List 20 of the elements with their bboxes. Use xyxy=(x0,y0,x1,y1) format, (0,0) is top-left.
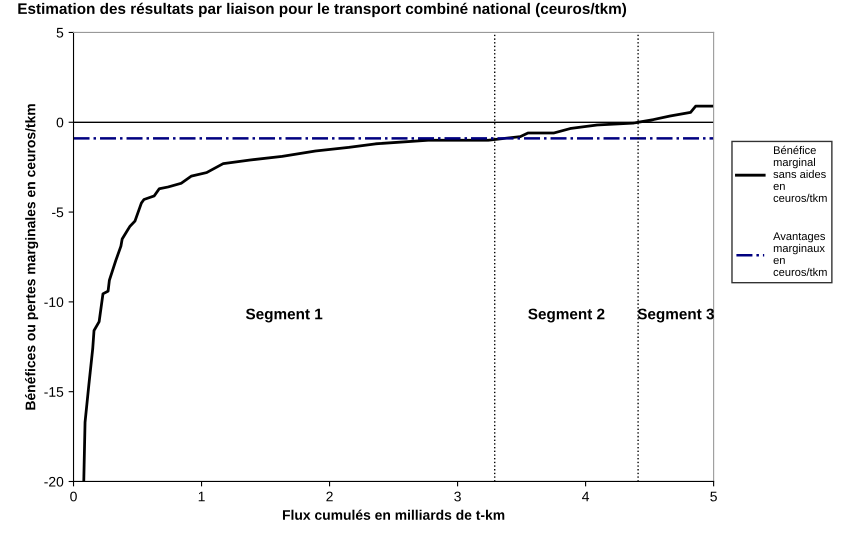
annotation: Segment 1 xyxy=(246,308,322,322)
x-tick-label: 0 xyxy=(70,492,77,502)
annotation: Segment 2 xyxy=(528,308,604,322)
legend-label: Avantages marginaux en ceuros/tkm xyxy=(773,232,827,276)
x-tick-label: 2 xyxy=(326,492,333,502)
x-tick-label: 3 xyxy=(454,492,461,502)
y-tick-label: 5 xyxy=(56,28,64,38)
chart-title: Estimation des résultats par liaison pour le transport combiné national (ceuros/tkm) xyxy=(18,2,626,18)
x-tick-label: 1 xyxy=(198,492,205,502)
x-tick-label: 4 xyxy=(582,492,590,502)
x-axis-title: Flux cumulés en milliards de t-km xyxy=(282,510,504,520)
y-axis-title: Bénéfices ou pertes marginales en ceuros/tkm xyxy=(25,104,38,410)
x-tick-label: 5 xyxy=(710,492,717,502)
y-tick-label: -5 xyxy=(52,208,64,218)
y-tick-label: -15 xyxy=(44,387,64,397)
legend-label: Bénéfice marginal sans aides en ceuros/tkm xyxy=(773,146,827,202)
y-tick-label: -10 xyxy=(44,297,64,308)
annotation: Segment 3 xyxy=(638,308,714,322)
y-tick-label: 0 xyxy=(56,118,64,128)
y-tick-label: -20 xyxy=(44,476,64,487)
